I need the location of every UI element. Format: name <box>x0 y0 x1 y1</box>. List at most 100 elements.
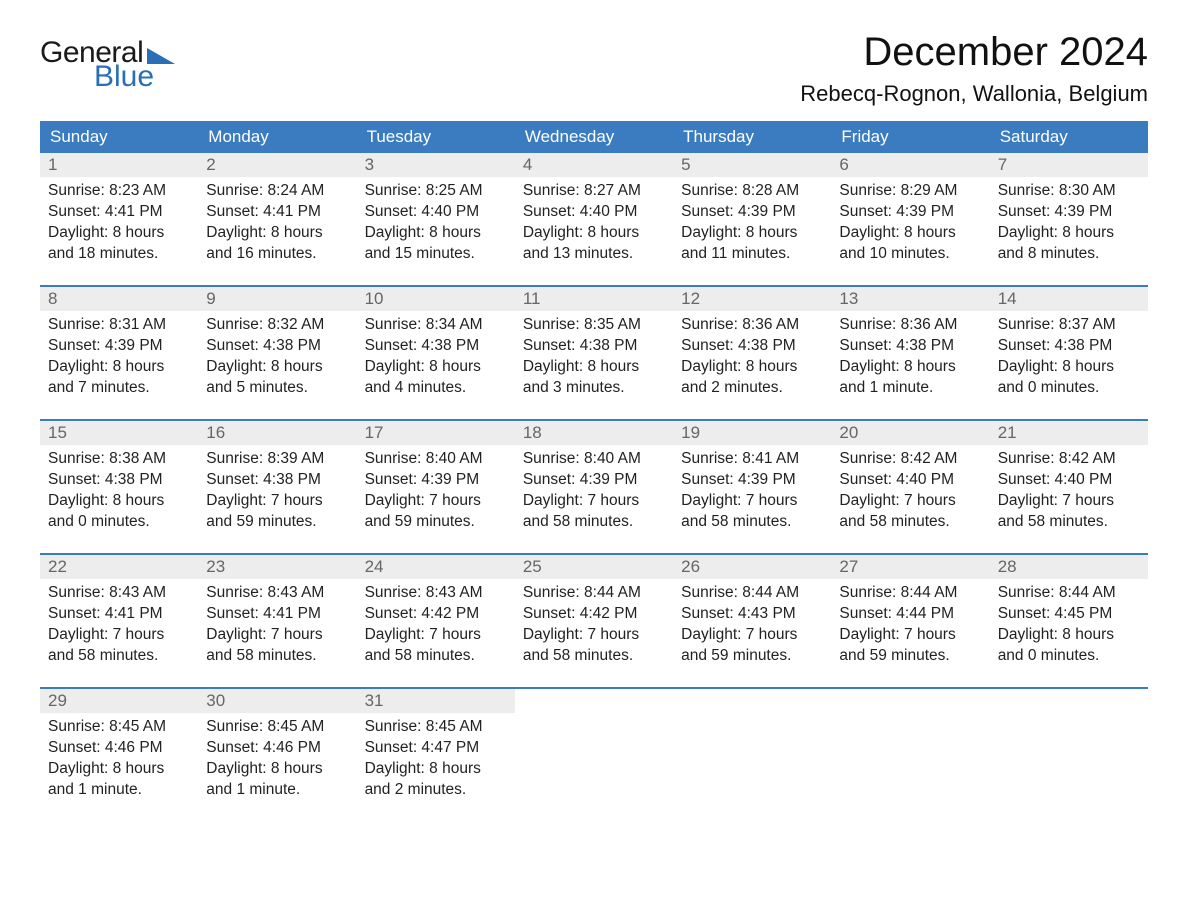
calendar-cell-empty <box>515 689 673 821</box>
daylight-line1: Daylight: 8 hours <box>681 223 823 244</box>
cell-body: Sunrise: 8:44 AMSunset: 4:44 PMDaylight:… <box>831 579 989 667</box>
sunset-text: Sunset: 4:44 PM <box>839 604 981 625</box>
cell-body: Sunrise: 8:24 AMSunset: 4:41 PMDaylight:… <box>198 177 356 265</box>
sunrise-text: Sunrise: 8:24 AM <box>206 181 348 202</box>
week-row: 22Sunrise: 8:43 AMSunset: 4:41 PMDayligh… <box>40 553 1148 687</box>
cell-body: Sunrise: 8:32 AMSunset: 4:38 PMDaylight:… <box>198 311 356 399</box>
sunrise-text: Sunrise: 8:40 AM <box>523 449 665 470</box>
sunset-text: Sunset: 4:38 PM <box>365 336 507 357</box>
cell-body: Sunrise: 8:27 AMSunset: 4:40 PMDaylight:… <box>515 177 673 265</box>
calendar-cell: 22Sunrise: 8:43 AMSunset: 4:41 PMDayligh… <box>40 555 198 687</box>
calendar-cell: 29Sunrise: 8:45 AMSunset: 4:46 PMDayligh… <box>40 689 198 821</box>
daylight-line1: Daylight: 8 hours <box>523 357 665 378</box>
sunset-text: Sunset: 4:40 PM <box>365 202 507 223</box>
sunrise-text: Sunrise: 8:43 AM <box>206 583 348 604</box>
daylight-line1: Daylight: 8 hours <box>48 223 190 244</box>
day-number: 30 <box>198 689 356 713</box>
calendar-cell: 18Sunrise: 8:40 AMSunset: 4:39 PMDayligh… <box>515 421 673 553</box>
daylight-line2: and 59 minutes. <box>206 512 348 533</box>
sunrise-text: Sunrise: 8:44 AM <box>681 583 823 604</box>
sunrise-text: Sunrise: 8:45 AM <box>48 717 190 738</box>
daylight-line1: Daylight: 7 hours <box>523 625 665 646</box>
day-number: 18 <box>515 421 673 445</box>
daylight-line1: Daylight: 8 hours <box>998 625 1140 646</box>
daylight-line1: Daylight: 8 hours <box>839 223 981 244</box>
daylight-line1: Daylight: 7 hours <box>206 625 348 646</box>
sunset-text: Sunset: 4:39 PM <box>365 470 507 491</box>
calendar-cell-empty <box>673 689 831 821</box>
calendar-cell: 21Sunrise: 8:42 AMSunset: 4:40 PMDayligh… <box>990 421 1148 553</box>
cell-body: Sunrise: 8:30 AMSunset: 4:39 PMDaylight:… <box>990 177 1148 265</box>
calendar-cell: 1Sunrise: 8:23 AMSunset: 4:41 PMDaylight… <box>40 153 198 285</box>
calendar-cell: 12Sunrise: 8:36 AMSunset: 4:38 PMDayligh… <box>673 287 831 419</box>
sunrise-text: Sunrise: 8:43 AM <box>365 583 507 604</box>
cell-body: Sunrise: 8:42 AMSunset: 4:40 PMDaylight:… <box>831 445 989 533</box>
daylight-line2: and 58 minutes. <box>48 646 190 667</box>
sunrise-text: Sunrise: 8:39 AM <box>206 449 348 470</box>
cell-body: Sunrise: 8:36 AMSunset: 4:38 PMDaylight:… <box>673 311 831 399</box>
sunset-text: Sunset: 4:38 PM <box>523 336 665 357</box>
sunrise-text: Sunrise: 8:45 AM <box>206 717 348 738</box>
sunrise-text: Sunrise: 8:35 AM <box>523 315 665 336</box>
daylight-line2: and 58 minutes. <box>998 512 1140 533</box>
calendar-cell: 6Sunrise: 8:29 AMSunset: 4:39 PMDaylight… <box>831 153 989 285</box>
cell-body: Sunrise: 8:45 AMSunset: 4:47 PMDaylight:… <box>357 713 515 801</box>
month-title: December 2024 <box>800 30 1148 75</box>
title-block: December 2024 Rebecq-Rognon, Wallonia, B… <box>800 30 1148 117</box>
cell-body: Sunrise: 8:41 AMSunset: 4:39 PMDaylight:… <box>673 445 831 533</box>
day-number: 26 <box>673 555 831 579</box>
sunset-text: Sunset: 4:39 PM <box>523 470 665 491</box>
daylight-line1: Daylight: 8 hours <box>365 223 507 244</box>
daylight-line2: and 58 minutes. <box>523 646 665 667</box>
day-number: 23 <box>198 555 356 579</box>
calendar-cell: 7Sunrise: 8:30 AMSunset: 4:39 PMDaylight… <box>990 153 1148 285</box>
daylight-line1: Daylight: 8 hours <box>48 491 190 512</box>
sunset-text: Sunset: 4:41 PM <box>48 202 190 223</box>
day-number: 9 <box>198 287 356 311</box>
sunrise-text: Sunrise: 8:28 AM <box>681 181 823 202</box>
day-number: 11 <box>515 287 673 311</box>
sunset-text: Sunset: 4:38 PM <box>839 336 981 357</box>
daylight-line1: Daylight: 8 hours <box>206 759 348 780</box>
daylight-line1: Daylight: 8 hours <box>998 357 1140 378</box>
sunrise-text: Sunrise: 8:43 AM <box>48 583 190 604</box>
sunrise-text: Sunrise: 8:36 AM <box>681 315 823 336</box>
day-number: 3 <box>357 153 515 177</box>
daylight-line1: Daylight: 7 hours <box>681 491 823 512</box>
day-number: 2 <box>198 153 356 177</box>
sunset-text: Sunset: 4:43 PM <box>681 604 823 625</box>
sunset-text: Sunset: 4:41 PM <box>48 604 190 625</box>
day-number: 19 <box>673 421 831 445</box>
day-number: 13 <box>831 287 989 311</box>
daylight-line2: and 0 minutes. <box>48 512 190 533</box>
daylight-line2: and 7 minutes. <box>48 378 190 399</box>
calendar-cell: 16Sunrise: 8:39 AMSunset: 4:38 PMDayligh… <box>198 421 356 553</box>
daylight-line2: and 59 minutes. <box>365 512 507 533</box>
day-header-wednesday: Wednesday <box>515 121 673 153</box>
daylight-line2: and 58 minutes. <box>839 512 981 533</box>
calendar: Sunday Monday Tuesday Wednesday Thursday… <box>40 121 1148 821</box>
sunset-text: Sunset: 4:40 PM <box>523 202 665 223</box>
header: General Blue December 2024 Rebecq-Rognon… <box>40 30 1148 117</box>
sunrise-text: Sunrise: 8:30 AM <box>998 181 1140 202</box>
sunset-text: Sunset: 4:38 PM <box>206 336 348 357</box>
sunrise-text: Sunrise: 8:44 AM <box>998 583 1140 604</box>
calendar-cell-empty <box>831 689 989 821</box>
day-number: 15 <box>40 421 198 445</box>
sunrise-text: Sunrise: 8:27 AM <box>523 181 665 202</box>
day-header-monday: Monday <box>198 121 356 153</box>
daylight-line2: and 11 minutes. <box>681 244 823 265</box>
day-number: 28 <box>990 555 1148 579</box>
sunrise-text: Sunrise: 8:42 AM <box>839 449 981 470</box>
daylight-line2: and 58 minutes. <box>365 646 507 667</box>
daylight-line2: and 8 minutes. <box>998 244 1140 265</box>
cell-body: Sunrise: 8:39 AMSunset: 4:38 PMDaylight:… <box>198 445 356 533</box>
cell-body: Sunrise: 8:23 AMSunset: 4:41 PMDaylight:… <box>40 177 198 265</box>
sunrise-text: Sunrise: 8:42 AM <box>998 449 1140 470</box>
sunrise-text: Sunrise: 8:32 AM <box>206 315 348 336</box>
calendar-cell: 20Sunrise: 8:42 AMSunset: 4:40 PMDayligh… <box>831 421 989 553</box>
sunset-text: Sunset: 4:42 PM <box>365 604 507 625</box>
daylight-line2: and 58 minutes. <box>523 512 665 533</box>
sunrise-text: Sunrise: 8:37 AM <box>998 315 1140 336</box>
daylight-line2: and 4 minutes. <box>365 378 507 399</box>
